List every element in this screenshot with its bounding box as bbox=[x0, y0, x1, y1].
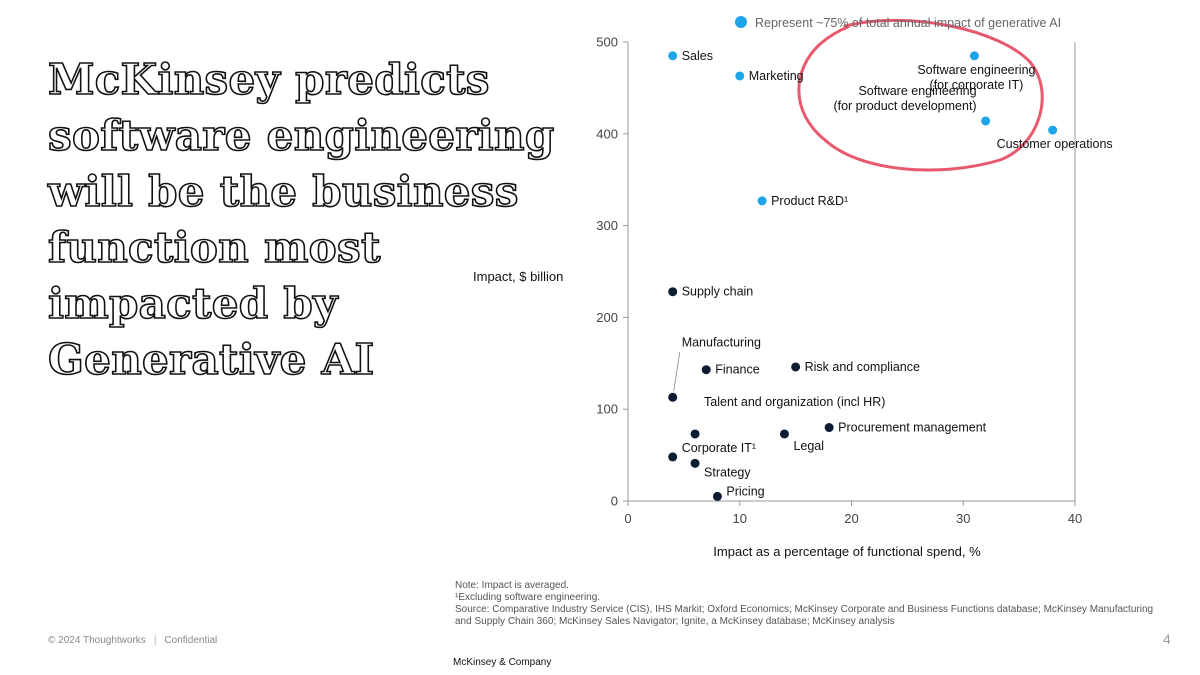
confidential-text: Confidential bbox=[164, 635, 218, 646]
legend-text: Represent ~75% of total annual impact of… bbox=[755, 16, 1061, 30]
data-point-label: Risk and compliance bbox=[805, 360, 920, 374]
data-point-label: Strategy bbox=[704, 465, 751, 479]
source-text-line2: and Supply Chain 360; McKinsey Sales Nav… bbox=[455, 616, 895, 627]
data-point-label: Product R&D¹ bbox=[771, 194, 848, 208]
data-points: Sales Marketing Software engineering (for c… bbox=[668, 49, 1113, 501]
data-point bbox=[668, 51, 678, 61]
data-point-label: Talent and organization (incl HR) bbox=[704, 395, 885, 409]
data-point-label: Sales bbox=[682, 49, 713, 63]
y-tick-label: 300 bbox=[596, 218, 618, 233]
axes: 0 100 200 300 400 500 0 10 20 30 40 bbox=[596, 35, 1082, 527]
y-tick-label: 200 bbox=[596, 310, 618, 325]
data-point bbox=[690, 458, 700, 468]
data-point bbox=[668, 452, 678, 462]
data-point bbox=[735, 71, 745, 81]
x-tick-label: 10 bbox=[733, 511, 747, 526]
data-point bbox=[668, 287, 678, 297]
data-point bbox=[779, 429, 789, 439]
x-tick-label: 20 bbox=[844, 511, 858, 526]
data-point-label: Manufacturing bbox=[682, 335, 761, 349]
chart-notes: Note: Impact is averaged. ¹Excluding sof… bbox=[455, 580, 1185, 628]
mckinsey-brand: McKinsey & Company bbox=[453, 657, 552, 668]
data-point-label: Software engineering (for corporate IT) bbox=[917, 63, 1035, 92]
data-point-label: Software engineering (for product develop… bbox=[833, 84, 976, 113]
data-point bbox=[824, 423, 834, 433]
data-point bbox=[969, 51, 979, 61]
y-tick-label: 100 bbox=[596, 402, 618, 417]
data-point bbox=[1048, 125, 1058, 135]
data-point bbox=[690, 429, 700, 439]
x-tick-label: 30 bbox=[956, 511, 970, 526]
y-tick-label: 0 bbox=[611, 494, 618, 509]
impact-scatter-chart: 0 100 200 300 400 500 0 10 20 30 40 Sales Marketing… bbox=[473, 16, 1113, 559]
x-axis-title: Impact as a percentage of functional spe… bbox=[713, 544, 981, 559]
legend-marker bbox=[735, 16, 747, 28]
data-point bbox=[791, 362, 801, 372]
x-tick-label: 40 bbox=[1068, 511, 1082, 526]
y-axis-title: Impact, $ billion bbox=[473, 269, 563, 284]
label-leader-line bbox=[673, 352, 681, 392]
data-point-label: Marketing bbox=[749, 69, 804, 83]
source-text-line1: Source: Comparative Industry Service (CI… bbox=[455, 604, 1154, 615]
note-text: Note: Impact is averaged. bbox=[455, 580, 569, 591]
data-point bbox=[712, 491, 722, 501]
data-point-label: Legal bbox=[793, 439, 824, 453]
data-point-label: Pricing bbox=[726, 484, 764, 498]
annotation bbox=[797, 18, 1044, 172]
footer: © 2024 Thoughtworks | Confidential bbox=[48, 635, 217, 646]
data-point-label: Procurement management bbox=[838, 421, 987, 435]
data-point bbox=[701, 365, 711, 375]
y-tick-label: 500 bbox=[596, 35, 618, 50]
copyright-text: © 2024 Thoughtworks bbox=[48, 635, 146, 646]
data-point-label: Finance bbox=[715, 363, 760, 377]
footnote-text: ¹Excluding software engineering. bbox=[455, 592, 601, 603]
annotation-circle bbox=[797, 18, 1044, 172]
data-point bbox=[981, 116, 991, 126]
x-tick-label: 0 bbox=[624, 511, 631, 526]
slide-headline: McKinsey predicts software engineering w… bbox=[47, 54, 555, 385]
legend: Represent ~75% of total annual impact of… bbox=[735, 16, 1061, 30]
y-tick-label: 400 bbox=[596, 126, 618, 141]
footer-separator: | bbox=[153, 635, 157, 646]
data-point bbox=[668, 392, 678, 402]
data-point-label: Supply chain bbox=[682, 285, 754, 299]
data-point-label: Corporate IT¹ bbox=[682, 441, 756, 455]
data-point-label: Customer operations bbox=[997, 137, 1113, 151]
data-point bbox=[757, 196, 767, 206]
page-number: 4 bbox=[1163, 631, 1171, 647]
